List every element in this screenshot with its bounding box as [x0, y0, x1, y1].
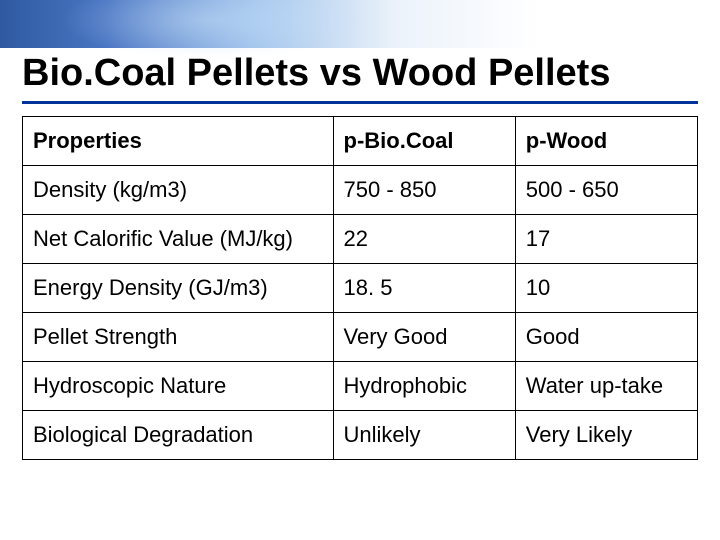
table-row: Hydroscopic Nature Hydrophobic Water up-…	[23, 362, 698, 411]
cell-wood: 17	[515, 215, 697, 264]
cell-wood: 500 - 650	[515, 166, 697, 215]
cell-wood: Good	[515, 313, 697, 362]
cell-property: Biological Degradation	[23, 411, 334, 460]
table-row: Energy Density (GJ/m3) 18. 5 10	[23, 264, 698, 313]
cell-biocoal: 18. 5	[333, 264, 515, 313]
cell-property: Density (kg/m3)	[23, 166, 334, 215]
cell-property: Pellet Strength	[23, 313, 334, 362]
cell-biocoal: Unlikely	[333, 411, 515, 460]
table-header-row: Properties p-Bio.Coal p-Wood	[23, 117, 698, 166]
cell-property: Net Calorific Value (MJ/kg)	[23, 215, 334, 264]
col-header-biocoal: p-Bio.Coal	[333, 117, 515, 166]
cell-wood: Very Likely	[515, 411, 697, 460]
col-header-wood: p-Wood	[515, 117, 697, 166]
table-row: Biological Degradation Unlikely Very Lik…	[23, 411, 698, 460]
decorative-curve	[60, 0, 360, 60]
table-row: Pellet Strength Very Good Good	[23, 313, 698, 362]
cell-property: Energy Density (GJ/m3)	[23, 264, 334, 313]
col-header-properties: Properties	[23, 117, 334, 166]
comparison-table: Properties p-Bio.Coal p-Wood Density (kg…	[22, 116, 698, 460]
page-title: Bio.Coal Pellets vs Wood Pellets	[22, 52, 698, 104]
cell-property: Hydroscopic Nature	[23, 362, 334, 411]
cell-biocoal: 22	[333, 215, 515, 264]
table-row: Net Calorific Value (MJ/kg) 22 17	[23, 215, 698, 264]
table-row: Density (kg/m3) 750 - 850 500 - 650	[23, 166, 698, 215]
cell-biocoal: Very Good	[333, 313, 515, 362]
comparison-table-container: Properties p-Bio.Coal p-Wood Density (kg…	[22, 116, 698, 460]
cell-biocoal: Hydrophobic	[333, 362, 515, 411]
cell-wood: Water up-take	[515, 362, 697, 411]
cell-wood: 10	[515, 264, 697, 313]
cell-biocoal: 750 - 850	[333, 166, 515, 215]
